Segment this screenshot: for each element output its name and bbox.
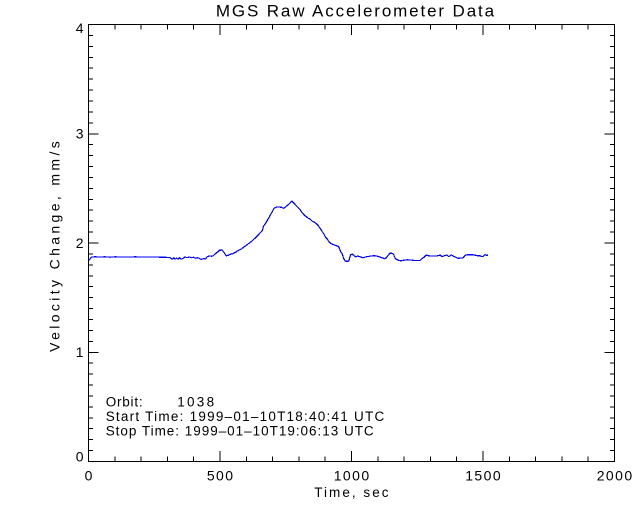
- svg-text:4: 4: [76, 20, 84, 36]
- svg-text:Start Time: 1999–01–10T18:40:4: Start Time: 1999–01–10T18:40:41 UTC: [106, 409, 386, 424]
- svg-text:Stop Time: 1999–01–10T19:06:13: Stop Time: 1999–01–10T19:06:13 UTC: [106, 423, 375, 438]
- svg-text:Time, sec: Time, sec: [314, 485, 390, 500]
- svg-text:0: 0: [76, 449, 84, 465]
- svg-text:500: 500: [207, 468, 235, 484]
- svg-text:3: 3: [76, 126, 84, 142]
- svg-text:2: 2: [76, 235, 84, 251]
- svg-text:0: 0: [85, 468, 94, 484]
- svg-text:1: 1: [76, 344, 84, 360]
- svg-text:MGS Raw Accelerometer Data: MGS Raw Accelerometer Data: [216, 1, 496, 20]
- svg-text:1038: 1038: [177, 394, 216, 409]
- svg-text:1000: 1000: [334, 468, 371, 484]
- svg-text:1500: 1500: [465, 468, 502, 484]
- svg-text:Orbit:: Orbit:: [106, 394, 144, 409]
- svg-text:Velocity Change, mm/s: Velocity Change, mm/s: [47, 138, 63, 352]
- svg-text:2000: 2000: [597, 468, 634, 484]
